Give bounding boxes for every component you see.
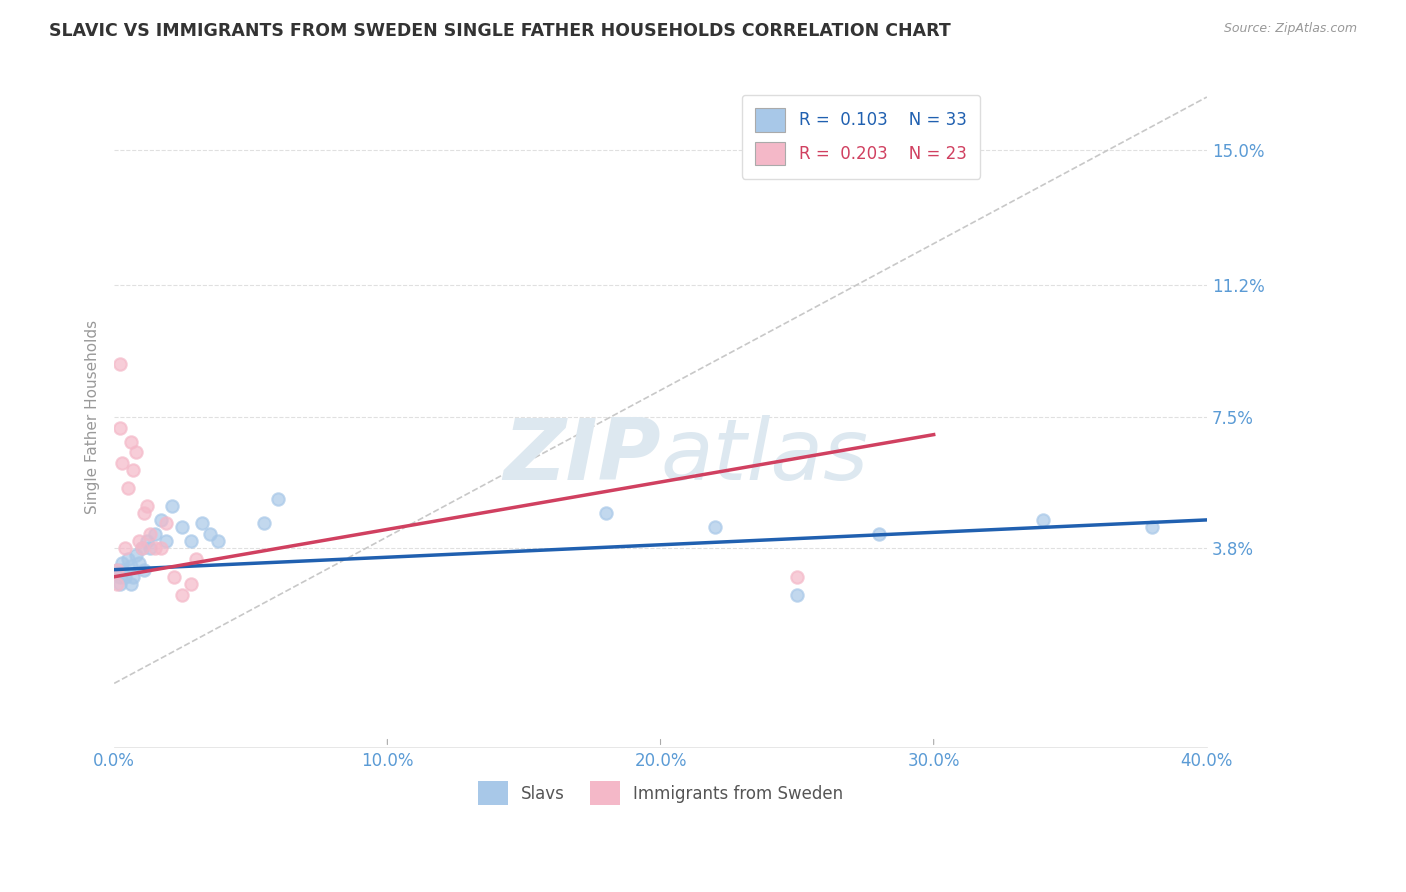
Point — [122, 463, 145, 477]
Point — [595, 506, 617, 520]
Point — [172, 588, 194, 602]
Point — [138, 527, 160, 541]
Point — [111, 456, 134, 470]
Point — [114, 570, 136, 584]
Point — [105, 563, 128, 577]
Point — [114, 541, 136, 556]
Point — [131, 541, 153, 556]
Point — [868, 527, 890, 541]
Point — [120, 559, 142, 574]
Point — [160, 499, 183, 513]
Point — [155, 516, 177, 531]
Point — [111, 563, 134, 577]
Point — [190, 516, 212, 531]
Point — [136, 499, 159, 513]
Point — [786, 588, 808, 602]
Point — [108, 577, 131, 591]
Point — [136, 534, 159, 549]
Point — [134, 563, 156, 577]
Point — [105, 577, 128, 591]
Text: Source: ZipAtlas.com: Source: ZipAtlas.com — [1223, 22, 1357, 36]
Point — [128, 534, 150, 549]
Point — [122, 570, 145, 584]
Point — [138, 541, 160, 556]
Point — [155, 534, 177, 549]
Point — [198, 527, 221, 541]
Point — [131, 541, 153, 556]
Point — [163, 570, 186, 584]
Point — [180, 534, 202, 549]
Text: ZIP: ZIP — [503, 415, 661, 498]
Point — [149, 513, 172, 527]
Point — [267, 491, 290, 506]
Point — [117, 552, 139, 566]
Point — [180, 577, 202, 591]
Point — [111, 556, 134, 570]
Point — [149, 541, 172, 556]
Point — [120, 577, 142, 591]
Point — [105, 563, 128, 577]
Point — [253, 516, 276, 531]
Point — [117, 481, 139, 495]
Point — [108, 420, 131, 434]
Point — [143, 527, 166, 541]
Point — [786, 570, 808, 584]
Point — [143, 541, 166, 556]
Point — [108, 357, 131, 371]
Text: SLAVIC VS IMMIGRANTS FROM SWEDEN SINGLE FATHER HOUSEHOLDS CORRELATION CHART: SLAVIC VS IMMIGRANTS FROM SWEDEN SINGLE … — [49, 22, 950, 40]
Point — [704, 520, 727, 534]
Point — [134, 506, 156, 520]
Point — [120, 434, 142, 449]
Legend: Slavs, Immigrants from Sweden: Slavs, Immigrants from Sweden — [471, 775, 851, 812]
Text: atlas: atlas — [661, 415, 869, 498]
Point — [125, 549, 148, 563]
Y-axis label: Single Father Households: Single Father Households — [86, 320, 100, 514]
Point — [128, 556, 150, 570]
Point — [186, 552, 208, 566]
Point — [108, 570, 131, 584]
Point — [207, 534, 229, 549]
Point — [1140, 520, 1163, 534]
Point — [172, 520, 194, 534]
Point — [125, 445, 148, 459]
Point — [1032, 513, 1054, 527]
